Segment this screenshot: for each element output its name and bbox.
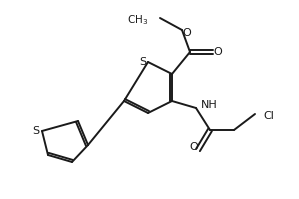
- Text: Cl: Cl: [263, 111, 274, 121]
- Text: S: S: [32, 126, 39, 136]
- Text: S: S: [139, 57, 147, 67]
- Text: O: O: [183, 28, 191, 38]
- Text: O: O: [213, 47, 222, 57]
- Text: CH$_3$: CH$_3$: [127, 13, 148, 27]
- Text: NH: NH: [201, 100, 218, 110]
- Text: O: O: [190, 142, 198, 152]
